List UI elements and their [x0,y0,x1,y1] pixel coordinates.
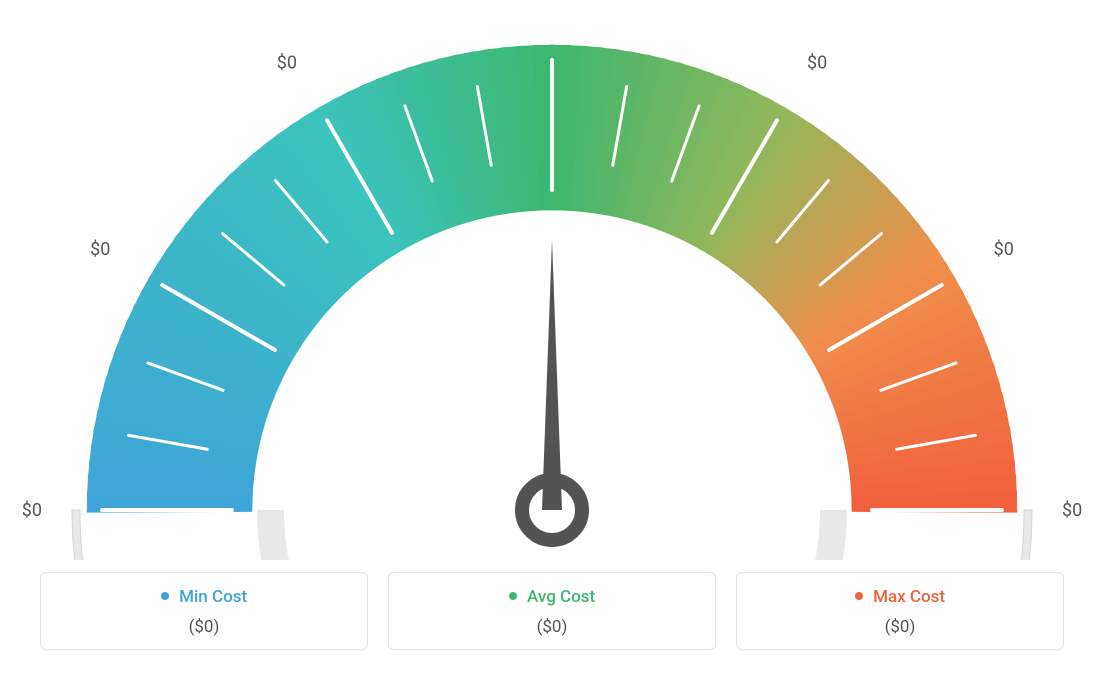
legend-card-min: Min Cost ($0) [40,572,368,650]
legend-row: Min Cost ($0) Avg Cost ($0) Max Cost ($0… [40,572,1064,650]
svg-text:$0: $0 [1062,500,1082,521]
svg-text:$0: $0 [277,52,297,73]
legend-value-avg: ($0) [399,617,705,637]
legend-label-max: Max Cost [873,587,945,607]
legend-dot-avg [509,592,517,600]
svg-text:$0: $0 [994,239,1014,260]
svg-text:$0: $0 [90,239,110,260]
legend-value-max: ($0) [747,617,1053,637]
legend-card-max: Max Cost ($0) [736,572,1064,650]
legend-card-avg: Avg Cost ($0) [388,572,716,650]
legend-label-min: Min Cost [179,587,247,607]
svg-text:$0: $0 [542,0,562,1]
cost-gauge-chart: $0 $0 $0 $0 $0 $0 $0 [0,0,1104,560]
legend-label-avg: Avg Cost [527,587,595,607]
legend-dot-max [855,592,863,600]
svg-text:$0: $0 [22,500,42,521]
legend-dot-min [161,592,169,600]
legend-value-min: ($0) [51,617,357,637]
svg-text:$0: $0 [807,52,827,73]
